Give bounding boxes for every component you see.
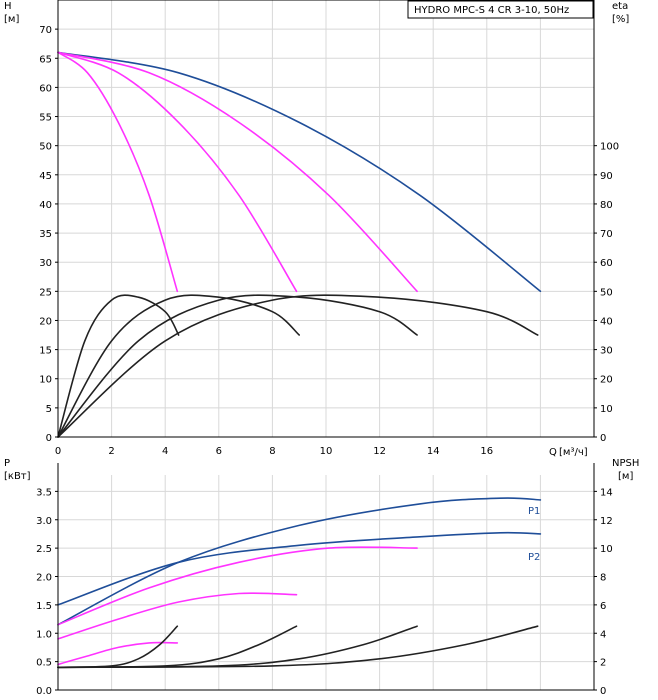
title-box bbox=[407, 0, 594, 19]
left-tick-label: 25 bbox=[39, 287, 52, 298]
left-tick-label: 60 bbox=[39, 83, 52, 94]
top-chart-grid bbox=[58, 0, 594, 437]
right-tick-label: 80 bbox=[600, 200, 613, 211]
right-tick-label: 8 bbox=[600, 573, 606, 584]
left-tick-label: 3.0 bbox=[36, 516, 52, 527]
top-left-axis-label: H bbox=[4, 1, 12, 12]
right-tick-label: 20 bbox=[600, 375, 613, 386]
x-tick-label: 12 bbox=[373, 446, 386, 457]
curve-eta-2-pumps bbox=[57, 294, 300, 438]
right-tick-label: 100 bbox=[600, 142, 619, 153]
bottom-left-axis-label: P bbox=[4, 458, 10, 469]
right-tick-label: 4 bbox=[600, 629, 606, 640]
curve-p1 bbox=[57, 497, 542, 626]
curve-h-3-pumps bbox=[57, 51, 418, 293]
curve-npsh-4-pumps bbox=[57, 625, 539, 669]
curve-p-2-pumps bbox=[57, 592, 298, 640]
curve-h-1-pump bbox=[57, 51, 179, 293]
curve-h-2-pumps bbox=[57, 51, 298, 293]
right-tick-label: 0 bbox=[600, 686, 606, 697]
x-tick-label: 2 bbox=[108, 446, 114, 457]
bottom-chart-grid bbox=[58, 475, 594, 690]
right-tick-label: 60 bbox=[600, 258, 613, 269]
right-tick-label: 40 bbox=[600, 316, 613, 327]
left-tick-label: 1.0 bbox=[36, 629, 52, 640]
right-tick-label: 10 bbox=[600, 404, 613, 415]
left-tick-label: 15 bbox=[39, 346, 52, 357]
left-tick-label: 70 bbox=[39, 25, 52, 36]
curve-h-4-pumps bbox=[57, 51, 542, 293]
curve-p-3-pumps bbox=[57, 546, 418, 626]
x-tick-label: 8 bbox=[269, 446, 275, 457]
tick-labels: 0510152025303540455055606570010203040506… bbox=[36, 25, 619, 697]
left-tick-label: 30 bbox=[39, 258, 52, 269]
curve-p-1-pump bbox=[57, 641, 179, 666]
x-tick-label: 10 bbox=[320, 446, 333, 457]
curve-eta-1-pump bbox=[57, 294, 180, 438]
series-label-p2: P2 bbox=[528, 552, 540, 563]
bottom-left-axis-unit: [кВт] bbox=[4, 471, 31, 482]
left-tick-label: 0 bbox=[46, 433, 52, 444]
left-tick-label: 10 bbox=[39, 375, 52, 386]
x-tick-label: 4 bbox=[162, 446, 168, 457]
left-tick-label: 40 bbox=[39, 200, 52, 211]
right-tick-label: 14 bbox=[600, 487, 613, 498]
curves bbox=[57, 51, 542, 669]
left-tick-label: 3.5 bbox=[36, 487, 52, 498]
right-tick-label: 0 bbox=[600, 433, 606, 444]
bottom-right-axis-label: NPSH bbox=[612, 458, 639, 469]
chart-title: HYDRO MPC-S 4 CR 3-10, 50Hz bbox=[414, 5, 569, 16]
right-tick-label: 2 bbox=[600, 658, 606, 669]
x-tick-label: 0 bbox=[55, 446, 61, 457]
x-axis-unit: [м³/ч] bbox=[559, 447, 588, 458]
left-tick-label: 2.0 bbox=[36, 573, 52, 584]
left-tick-label: 55 bbox=[39, 113, 52, 124]
left-tick-label: 0.5 bbox=[36, 658, 52, 669]
curve-eta-4-pumps bbox=[57, 294, 539, 438]
left-tick-label: 5 bbox=[46, 404, 52, 415]
right-tick-label: 90 bbox=[600, 171, 613, 182]
left-tick-label: 1.5 bbox=[36, 601, 52, 612]
x-tick-label: 16 bbox=[480, 446, 493, 457]
top-right-axis-label: eta bbox=[612, 1, 628, 12]
top-right-axis-unit: [%] bbox=[612, 14, 629, 25]
right-tick-label: 70 bbox=[600, 229, 613, 240]
right-tick-label: 10 bbox=[600, 544, 613, 555]
top-plot-frame bbox=[57, 0, 595, 438]
bottom-right-axis-unit: [м] bbox=[618, 471, 633, 482]
curve-eta-3-pumps bbox=[57, 294, 418, 438]
curve-p2 bbox=[57, 531, 542, 606]
x-tick-label: 14 bbox=[427, 446, 440, 457]
right-tick-label: 50 bbox=[600, 287, 613, 298]
left-tick-label: 2.5 bbox=[36, 544, 52, 555]
left-tick-label: 0.0 bbox=[36, 686, 52, 697]
right-tick-label: 30 bbox=[600, 346, 613, 357]
left-tick-label: 50 bbox=[39, 142, 52, 153]
left-tick-label: 35 bbox=[39, 229, 52, 240]
left-tick-label: 65 bbox=[39, 54, 52, 65]
series-label-p1: P1 bbox=[528, 506, 540, 517]
right-tick-label: 6 bbox=[600, 601, 606, 612]
left-tick-label: 45 bbox=[39, 171, 52, 182]
x-axis-label: Q bbox=[549, 447, 557, 458]
top-left-axis-unit: [м] bbox=[4, 14, 19, 25]
x-tick-label: 6 bbox=[216, 446, 222, 457]
right-tick-label: 12 bbox=[600, 516, 613, 527]
left-tick-label: 20 bbox=[39, 316, 52, 327]
